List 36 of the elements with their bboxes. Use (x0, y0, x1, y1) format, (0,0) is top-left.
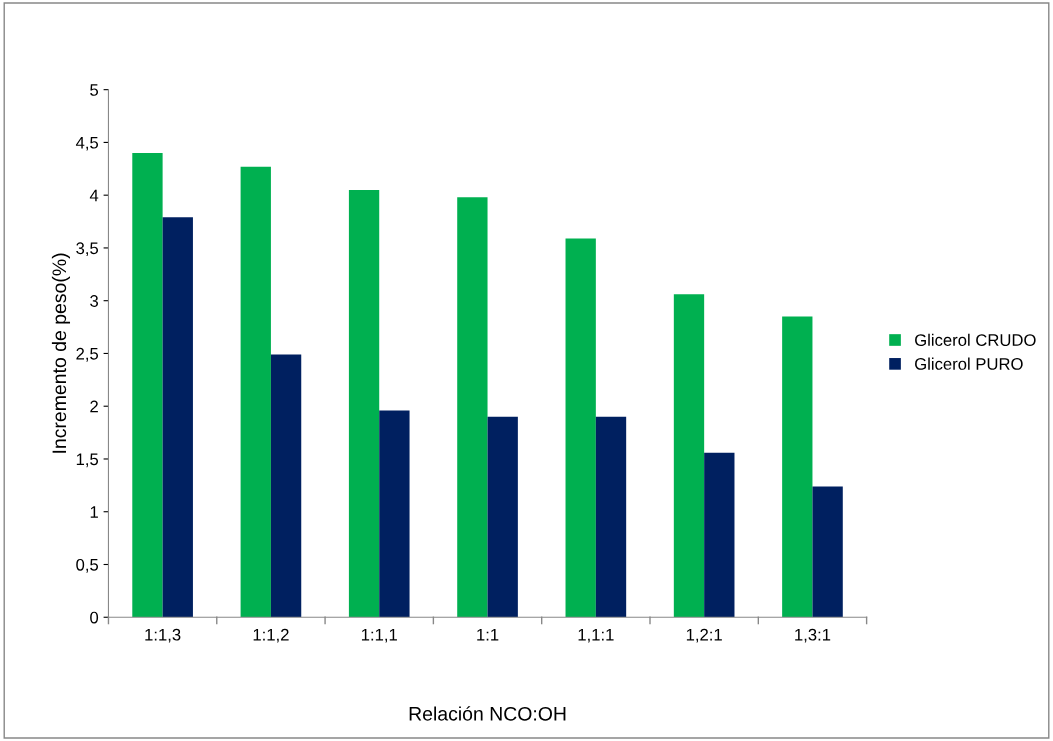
x-tick-label: 1,3:1 (795, 628, 831, 643)
y-tick-label: 3 (90, 295, 99, 307)
y-tick-label: 4,5 (75, 136, 99, 151)
legend-label: Glicerol PURO (915, 357, 1023, 370)
x-tick-label: 1:1,3 (145, 628, 181, 643)
y-tick-label: 5 (90, 84, 99, 96)
bar (162, 217, 193, 618)
x-tick-label: 1,1:1 (578, 628, 614, 643)
y-tick-label: 0,5 (76, 558, 99, 573)
x-tick-label: 1:1,2 (253, 628, 289, 643)
bar (812, 486, 843, 618)
bar (595, 416, 627, 618)
bar (704, 452, 735, 618)
bar (673, 294, 705, 618)
bar (379, 410, 410, 618)
y-axis-title: Incremento de peso(%) (51, 253, 71, 453)
y-tick-label: 2 (90, 400, 98, 413)
x-tick-label: 1,2:1 (686, 628, 722, 643)
y-tick-label: 1,5 (76, 453, 99, 468)
bar (457, 197, 488, 618)
y-tick-label: 0 (90, 611, 99, 624)
y-tick-label: 3,5 (76, 242, 99, 257)
bar (565, 238, 596, 618)
y-tick-label: 2,5 (76, 347, 99, 362)
bar (487, 416, 518, 618)
x-tick-label: 1:1 (477, 628, 499, 641)
bar (782, 316, 813, 618)
legend-label: Glicerol CRUDO (915, 333, 1036, 346)
bar (240, 166, 271, 618)
y-tick-label: 4 (89, 189, 99, 202)
y-tick-label: 1 (90, 506, 98, 518)
x-axis-title: Relación NCO:OH (409, 706, 566, 721)
bar (348, 189, 380, 618)
bar (132, 152, 163, 618)
x-tick-label: 1:1,1 (361, 628, 397, 643)
bar (270, 354, 302, 618)
